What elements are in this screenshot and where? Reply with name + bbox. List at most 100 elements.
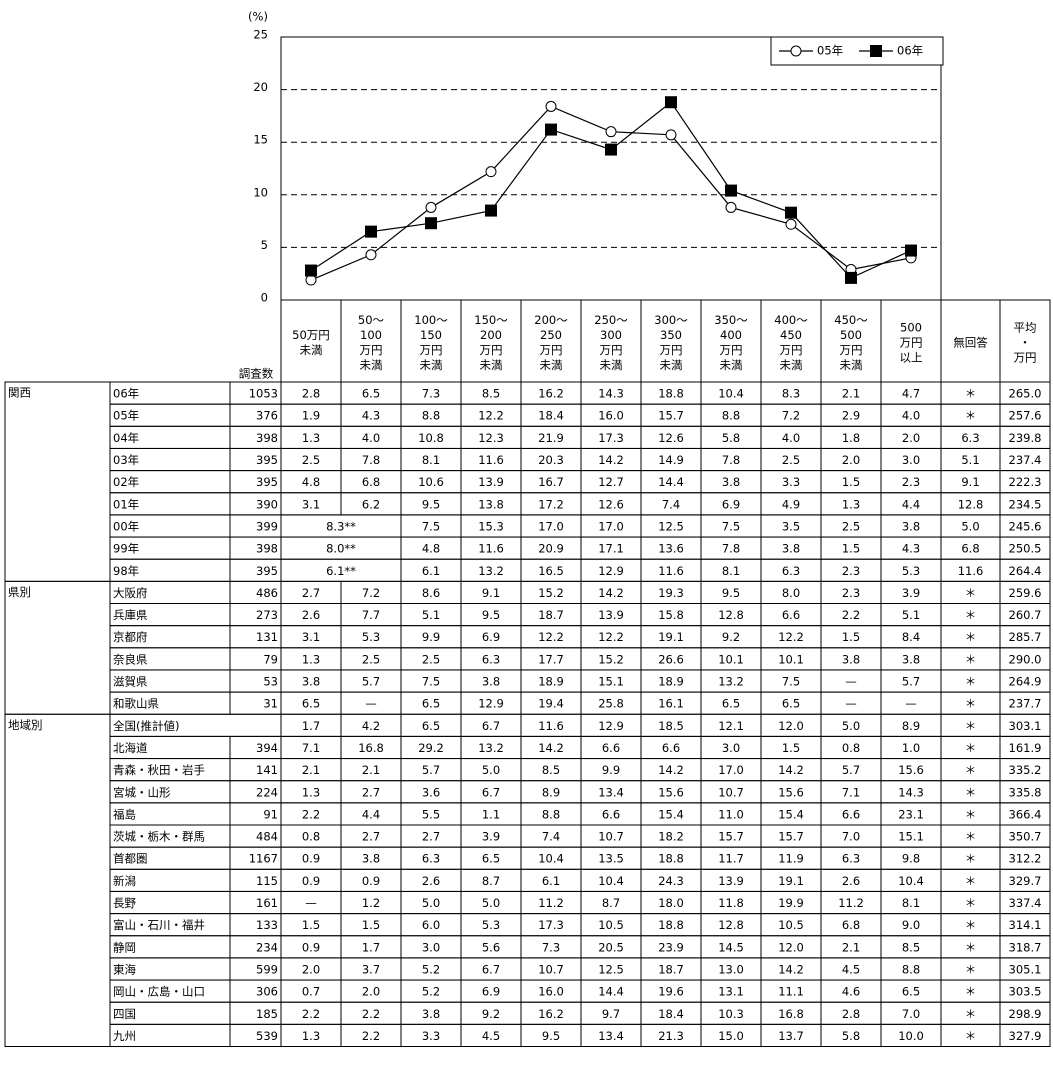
n-value: 224 — [256, 785, 278, 799]
cell-value: 4.0 — [362, 431, 380, 445]
cell-value: 6.3 — [961, 431, 979, 445]
cell-value: 5.1 — [961, 453, 979, 467]
header-text: 未満 — [780, 358, 803, 372]
cell-value: ＊ — [965, 1029, 977, 1043]
cell-value: 19.3 — [658, 586, 684, 600]
cell-value: 14.4 — [598, 985, 624, 999]
cell-value: 303.1 — [1009, 719, 1042, 733]
n-value: 79 — [263, 652, 278, 666]
point — [785, 218, 797, 230]
cell-value: 7.5 — [422, 519, 440, 533]
cell-value: ＊ — [965, 1007, 977, 1021]
cell-value: 2.5 — [782, 453, 800, 467]
header-text: 100～ — [414, 313, 448, 327]
cell-value: 12.1 — [718, 719, 744, 733]
header-text: 以上 — [900, 351, 923, 365]
cell-value: 1.3 — [302, 652, 320, 666]
cell-value: 24.3 — [658, 874, 684, 888]
header-text: 400 — [720, 328, 742, 342]
group-name: 県別 — [8, 585, 31, 599]
header-text: 350～ — [714, 313, 748, 327]
cell-value: 16.0 — [598, 409, 624, 423]
cell-value: 6.5 — [482, 852, 500, 866]
cell-value: 6.5 — [362, 387, 380, 401]
row-label: 富山・石川・福井 — [113, 918, 205, 932]
cell-value: 3.0 — [422, 940, 440, 954]
cell-value: 19.4 — [538, 697, 564, 711]
n-value: 1167 — [249, 852, 278, 866]
cell-value: 8.7 — [482, 874, 500, 888]
n-value: 398 — [256, 542, 278, 556]
cell-value: 14.2 — [778, 962, 804, 976]
cell-value: 8.6 — [422, 586, 440, 600]
cell-value: 2.8 — [302, 387, 320, 401]
cell-value: 1.3 — [302, 1029, 320, 1043]
cell-value: 6.8 — [961, 542, 979, 556]
y-tick-label: 0 — [261, 291, 268, 305]
point — [845, 271, 857, 284]
cell-value: 3.6 — [422, 785, 440, 799]
row-label: 九州 — [113, 1029, 136, 1043]
cell-value: 13.2 — [478, 564, 504, 578]
cell-value: 2.0 — [302, 962, 320, 976]
cell-value: 5.1 — [902, 608, 920, 622]
header-text: 未満 — [480, 358, 503, 372]
cell-value: 6.7 — [482, 962, 500, 976]
cell-value: 2.1 — [302, 763, 320, 777]
cell-value: 1.0 — [902, 741, 920, 755]
cell-value: 18.5 — [658, 719, 684, 733]
cell-value: 17.0 — [718, 763, 744, 777]
cell-value: 29.2 — [418, 741, 444, 755]
cell-value: 2.5 — [302, 453, 320, 467]
cell-value: 9.1 — [482, 586, 500, 600]
header-text: 未満 — [660, 358, 683, 372]
cell-value: 366.4 — [1009, 807, 1042, 821]
cell-value: 3.0 — [902, 453, 920, 467]
n-value: 390 — [256, 497, 278, 511]
cell-value: 12.5 — [598, 962, 624, 976]
cell-value: 4.5 — [482, 1029, 500, 1043]
point — [785, 206, 797, 219]
cell-value: 222.3 — [1009, 475, 1042, 489]
row-label: 02年 — [113, 475, 139, 489]
row-label: 和歌山県 — [113, 697, 159, 711]
cell-value: ＊ — [965, 807, 977, 821]
cell-value: 318.7 — [1009, 940, 1042, 954]
point — [905, 244, 917, 257]
cell-value: 5.3 — [482, 918, 500, 932]
cell-value: 12.0 — [778, 719, 804, 733]
cell-value: 2.9 — [842, 409, 860, 423]
cell-value: 4.0 — [782, 431, 800, 445]
point — [365, 225, 377, 238]
cell-value: 264.4 — [1009, 564, 1042, 578]
row-label: 北海道 — [113, 741, 148, 755]
cell-value: 13.1 — [718, 985, 744, 999]
header-text: 万円 — [420, 343, 443, 357]
header-text: 無回答 — [953, 336, 988, 350]
cell-value: 19.1 — [778, 874, 804, 888]
cell-value: 18.4 — [658, 1007, 684, 1021]
cell-value: 9.5 — [542, 1029, 560, 1043]
cell-value: 5.0 — [422, 896, 440, 910]
cell-value: 10.4 — [898, 874, 924, 888]
cell-value: ＊ — [965, 830, 977, 844]
row-label: 宮城・山形 — [113, 785, 171, 799]
cell-value: 20.9 — [538, 542, 564, 556]
cell-value: 2.2 — [302, 1007, 320, 1021]
header-text: 万円 — [360, 343, 383, 357]
cell-value: 10.1 — [778, 652, 804, 666]
cell-value: ＊ — [965, 741, 977, 755]
header-text: 400～ — [774, 313, 808, 327]
cell-value: 11.8 — [718, 896, 744, 910]
cell-value: 7.8 — [722, 453, 740, 467]
row-label: 04年 — [113, 431, 139, 445]
cell-value: 5.5 — [422, 807, 440, 821]
cell-value: 314.1 — [1009, 918, 1042, 932]
cell-value: 0.9 — [302, 852, 320, 866]
cell-value: 250.5 — [1009, 542, 1042, 556]
cell-value: 10.7 — [538, 962, 564, 976]
cell-value: 14.5 — [718, 940, 744, 954]
cell-value: 9.0 — [902, 918, 920, 932]
cell-value: 257.6 — [1009, 409, 1042, 423]
cell-value: 5.0 — [842, 719, 860, 733]
